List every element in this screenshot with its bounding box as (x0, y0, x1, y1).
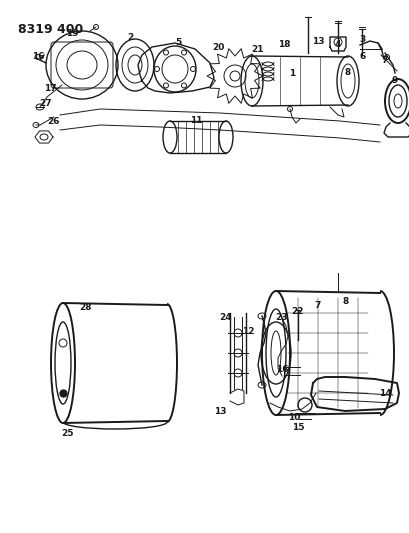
Text: 26: 26 (47, 117, 60, 125)
Text: 18: 18 (277, 39, 290, 49)
Text: 6: 6 (359, 52, 365, 61)
Text: 22: 22 (291, 306, 303, 316)
Text: 25: 25 (62, 429, 74, 438)
Text: 3: 3 (359, 35, 365, 44)
Text: 7: 7 (314, 301, 320, 310)
Text: 8: 8 (344, 68, 350, 77)
Text: 28: 28 (80, 303, 92, 311)
Text: 15: 15 (291, 423, 303, 432)
Text: 1: 1 (288, 69, 294, 77)
Text: 4: 4 (334, 39, 340, 49)
Text: 27: 27 (40, 99, 52, 108)
Text: 21: 21 (251, 44, 264, 53)
Text: 11: 11 (189, 116, 202, 125)
Text: 9: 9 (391, 76, 397, 85)
Text: 8: 8 (342, 296, 348, 305)
Text: 10: 10 (287, 413, 299, 422)
Text: 14: 14 (378, 389, 390, 398)
Text: 16: 16 (275, 366, 288, 375)
Text: 5: 5 (175, 37, 181, 46)
Text: 24: 24 (219, 312, 232, 321)
Text: 16: 16 (31, 52, 44, 61)
Text: 2: 2 (126, 33, 133, 42)
Text: 13: 13 (311, 36, 324, 45)
Text: 12: 12 (241, 327, 254, 335)
Text: 17: 17 (44, 84, 56, 93)
Text: 7: 7 (381, 55, 387, 64)
Text: 8319 400: 8319 400 (18, 23, 83, 36)
Text: 19: 19 (65, 28, 78, 37)
Text: 13: 13 (213, 407, 226, 416)
Text: 23: 23 (275, 313, 288, 322)
Text: 20: 20 (211, 43, 224, 52)
